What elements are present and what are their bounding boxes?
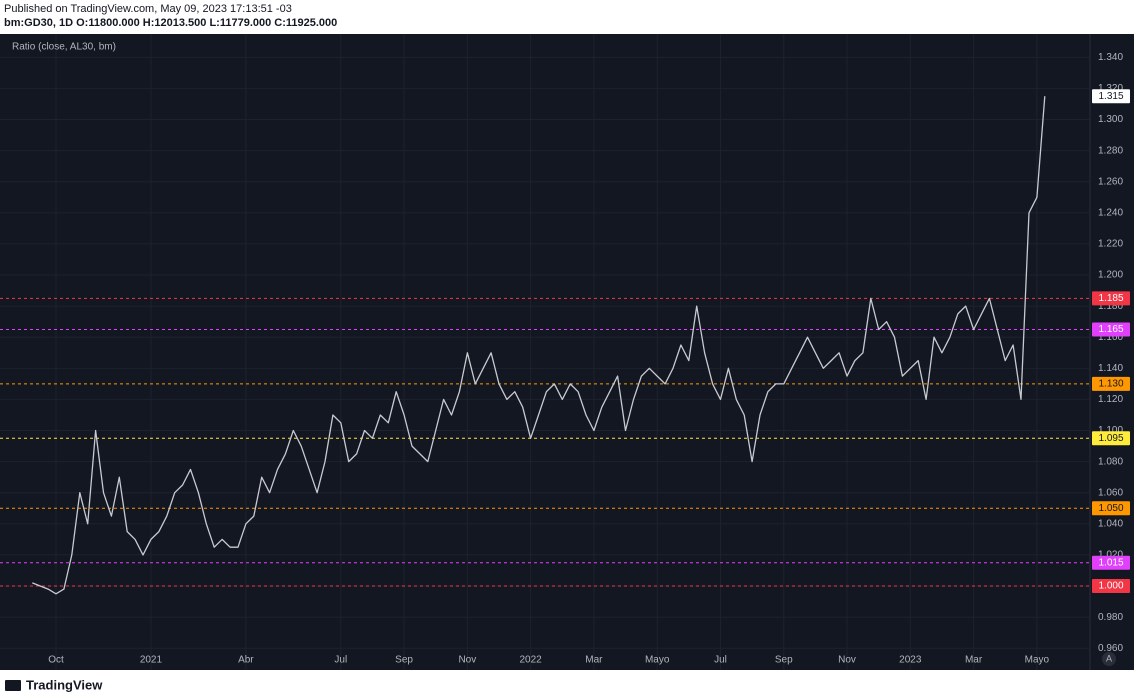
x-tick-label: Nov xyxy=(458,655,476,666)
autoscale-label[interactable]: A xyxy=(1106,653,1112,663)
level-badge xyxy=(1092,579,1130,594)
y-tick-label: 1.280 xyxy=(1098,145,1123,156)
level-badge xyxy=(1092,555,1130,570)
x-tick-label: 2022 xyxy=(520,655,543,666)
logo-icon xyxy=(5,680,21,691)
y-tick-label: 1.240 xyxy=(1098,207,1123,218)
level-label: 1.050 xyxy=(1098,503,1123,514)
level-badge xyxy=(1092,322,1130,337)
autoscale-button[interactable] xyxy=(1102,652,1116,666)
brand: TradingView xyxy=(26,677,103,692)
x-tick-label: Oct xyxy=(48,655,64,666)
y-tick-label: 1.080 xyxy=(1098,456,1123,467)
y-tick-label: 0.960 xyxy=(1098,643,1123,654)
symbol-info: bm:GD30, 1D O:11800.000 H:12013.500 L:11… xyxy=(4,17,337,29)
level-label: 1.015 xyxy=(1098,557,1123,568)
last-value-badge xyxy=(1092,89,1130,104)
y-tick-label: 1.340 xyxy=(1098,52,1123,63)
level-badge xyxy=(1092,291,1130,306)
chart-bg xyxy=(0,34,1134,670)
level-badge xyxy=(1092,376,1130,391)
level-label: 1.130 xyxy=(1098,379,1123,390)
x-tick-label: Jul xyxy=(714,655,727,666)
y-tick-label: 0.980 xyxy=(1098,612,1123,623)
chart-title: Ratio (close, AL30, bm) xyxy=(12,42,116,53)
y-tick-label: 1.060 xyxy=(1098,487,1123,498)
footer-bg xyxy=(0,670,1134,700)
published-note: Published on TradingView.com, May 09, 20… xyxy=(4,3,292,15)
y-tick-label: 1.120 xyxy=(1098,394,1123,405)
x-tick-label: Abr xyxy=(238,655,254,666)
plot: 0.960 0.980 1.000 1.020 1.040 1.060 1.080 1.100… xyxy=(0,34,1130,670)
y-tick-label: 1.020 xyxy=(1098,550,1123,561)
x-tick-label: Sep xyxy=(775,655,793,666)
x-tick-label: 2023 xyxy=(899,655,922,666)
x-tick-label: Mayo xyxy=(645,655,670,666)
level-label: 1.095 xyxy=(1098,433,1123,444)
y-tick-label: 1.260 xyxy=(1098,176,1123,187)
series-line xyxy=(32,96,1046,595)
header-bg xyxy=(0,0,1134,34)
y-tick-label: 1.040 xyxy=(1098,518,1123,529)
x-tick-label: Jul xyxy=(334,655,347,666)
level-label: 1.000 xyxy=(1098,581,1123,592)
y-tick-label: 1.320 xyxy=(1098,83,1123,94)
level-label: 1.165 xyxy=(1098,324,1123,335)
x-tick-label: Mar xyxy=(965,655,983,666)
level-label: 1.185 xyxy=(1098,293,1123,304)
x-tick-label: 2021 xyxy=(140,655,163,666)
y-tick-label: 1.200 xyxy=(1098,270,1123,281)
x-tick-label: Mar xyxy=(585,655,603,666)
last-value-label: 1.315 xyxy=(1098,91,1123,102)
x-tick-label: Nov xyxy=(838,655,856,666)
y-tick-label: 1.140 xyxy=(1098,363,1123,374)
y-tick-label: 1.300 xyxy=(1098,114,1123,125)
x-tick-label: Mayo xyxy=(1025,655,1050,666)
y-tick-label: 1.160 xyxy=(1098,332,1123,343)
level-badge xyxy=(1092,431,1130,446)
y-tick-label: 1.180 xyxy=(1098,301,1123,312)
y-tick-label: 1.220 xyxy=(1098,239,1123,250)
level-badge xyxy=(1092,501,1130,516)
y-tick-label: 1.100 xyxy=(1098,425,1123,436)
x-tick-label: Sep xyxy=(395,655,413,666)
